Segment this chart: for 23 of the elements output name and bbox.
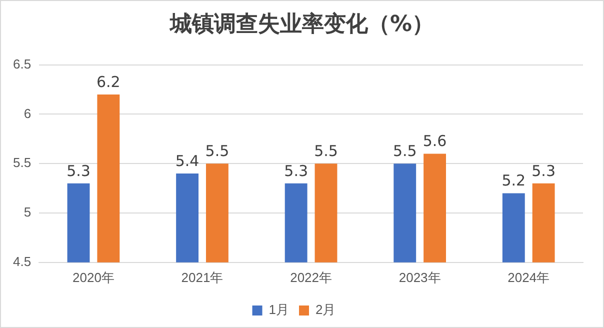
legend-label: 1月 — [268, 302, 290, 318]
legend-label: 2月 — [316, 302, 336, 318]
x-tick-label: 2023年 — [398, 270, 441, 285]
data-label: 5.4 — [175, 152, 200, 170]
data-label: 5.5 — [314, 142, 338, 160]
y-tick-label: 5.5 — [12, 155, 32, 170]
y-tick-label: 4.5 — [12, 254, 32, 269]
x-tick-label: 2021年 — [181, 270, 224, 285]
x-tick-label: 2020年 — [72, 270, 114, 285]
data-label: 5.3 — [66, 162, 90, 180]
data-label: 6.2 — [96, 72, 120, 91]
data-label: 5.3 — [532, 162, 556, 180]
data-label: 5.2 — [502, 172, 526, 190]
y-tick-label: 5 — [24, 204, 32, 220]
data-label: 5.5 — [205, 142, 230, 160]
data-label: 5.3 — [284, 162, 308, 180]
x-tick-label: 2022年 — [290, 270, 332, 285]
y-tick-label: 6.5 — [12, 56, 32, 72]
x-tick-label: 2024年 — [508, 270, 550, 285]
chart-title: 城镇调查失业率变化（%） — [168, 10, 436, 39]
data-label: 5.6 — [422, 132, 447, 150]
data-label: 5.5 — [392, 142, 417, 160]
y-tick-label: 6 — [24, 106, 32, 121]
